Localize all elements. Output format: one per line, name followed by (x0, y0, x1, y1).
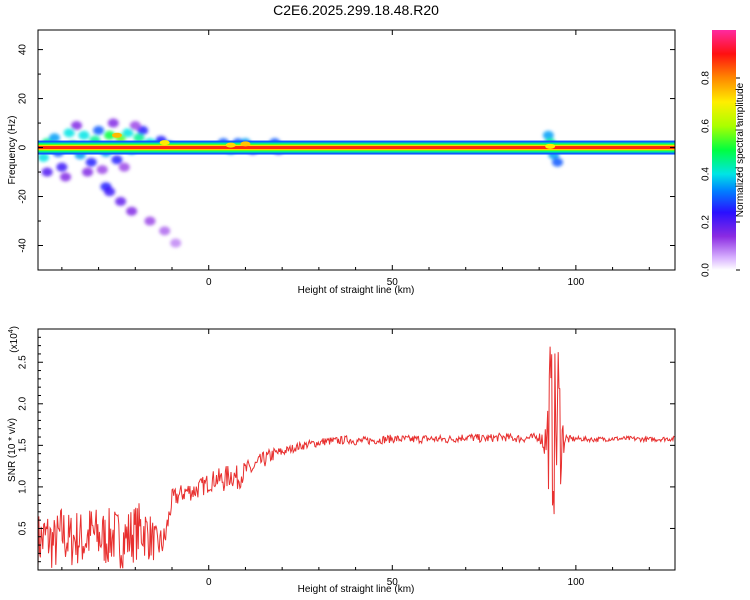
snr-x-tick-label: 0 (206, 577, 212, 588)
snr-y-tick-label: 1.0 (18, 480, 29, 494)
snr-y-tick-label: 2.0 (18, 396, 29, 410)
snr-y-axis-label: SNR (10 * v/v) (7, 418, 18, 482)
spectrogram-blob (49, 133, 61, 143)
snr-y-tick-label: 1.5 (18, 438, 29, 452)
snr-frame (37, 328, 676, 571)
snr-y-tick-label: 0.5 (18, 521, 29, 535)
spectrogram-axes: 0 50 100 40 20 0 -20 -40 (18, 30, 675, 288)
spectrogram-blob (63, 128, 75, 138)
snr-y-multiplier-label: (x104) (8, 326, 20, 353)
spectrogram-y-tick-label: -40 (18, 238, 29, 253)
spectrogram-blob (82, 167, 94, 177)
figure-title: C2E6.2025.299.18.48.R20 (273, 2, 439, 18)
spectrogram-blob (41, 167, 53, 177)
spectrogram-blob (122, 128, 134, 138)
spectrogram-blob (111, 155, 123, 165)
spectrogram-frame (37, 29, 676, 271)
colorbar-tick-label: 0.8 (701, 71, 712, 85)
spectrogram-hotspot (225, 142, 236, 148)
spectrogram-blob (85, 157, 97, 167)
colorbar: 0.0 0.2 0.4 0.6 0.8 Normalized spectral ampl… (701, 30, 746, 277)
spectrogram-blob (71, 121, 83, 131)
spectrogram-blob (552, 157, 564, 167)
spectrogram-blob (96, 165, 108, 175)
spectrogram-blob (137, 125, 149, 135)
snr-axes: 0 50 100 0.5 1.0 1.5 2.0 2.5 (18, 329, 675, 588)
spectrogram-marks (38, 118, 675, 248)
colorbar-tick-label: 0.2 (701, 215, 712, 229)
spectrogram-blob (129, 121, 141, 131)
spectrogram-y-tick-label: 40 (18, 44, 29, 56)
spectrogram-blob (118, 162, 130, 172)
snr-x-axis-label: Height of straight line (km) (298, 584, 415, 595)
spectrogram-y-axis-label: Frequency (Hz) (7, 116, 18, 185)
spectrogram-hotspot (159, 140, 170, 146)
spectrogram-blob (126, 206, 138, 216)
spectrogram-blob (144, 216, 156, 226)
spectrogram-blob (104, 130, 116, 140)
spectrogram-blob (159, 226, 171, 236)
spectrogram-blob (78, 130, 90, 140)
colorbar-tick-label: 0.4 (701, 167, 712, 181)
spectrogram-blob (38, 152, 50, 162)
snr-x-tick-label: 50 (387, 577, 399, 588)
colorbar-gradient (712, 30, 736, 270)
spectrogram-x-axis-label: Height of straight line (km) (298, 285, 415, 296)
spectrogram-blob (115, 196, 127, 206)
spectrogram-x-tick-label: 0 (206, 277, 212, 288)
spectrogram-blob (104, 187, 116, 197)
spectrogram-x-tick-label: 50 (387, 277, 399, 288)
spectrogram-hotspot (545, 143, 556, 149)
spectrogram-blob (133, 133, 145, 143)
spectrogram-panel: 0 50 100 40 20 0 -20 -40 Height of straight lin… (7, 29, 676, 296)
spectrogram-y-tick-label: -20 (18, 189, 29, 204)
spectrogram-hotspot (240, 141, 251, 147)
spectrogram-y-tick-label: 0 (18, 144, 29, 150)
spectrogram-blob (107, 118, 119, 128)
colorbar-axis: 0.0 0.2 0.4 0.6 0.8 (701, 71, 740, 277)
spectrogram-main-band (38, 146, 675, 150)
spectrogram-y-tick-label: 20 (18, 93, 29, 105)
spectrogram-blob (56, 162, 68, 172)
spectrogram-blob (542, 130, 554, 140)
snr-x-tick-label: 100 (568, 577, 585, 588)
colorbar-tick-label: 0.6 (701, 119, 712, 133)
spectrogram-x-tick-label: 100 (568, 277, 585, 288)
spectrogram-blob (60, 172, 72, 182)
spectrogram-hotspot (111, 132, 122, 138)
snr-series-line (38, 346, 675, 569)
colorbar-label: Normalized spectral amplitude (735, 82, 746, 217)
snr-panel: 0 50 100 0.5 1.0 1.5 2.0 2.5 Height of straight… (7, 326, 676, 595)
spectrogram-blob (93, 125, 105, 135)
spectrogram-blob (170, 238, 182, 248)
colorbar-tick-label: 0.0 (701, 263, 712, 277)
snr-y-tick-label: 2.5 (18, 355, 29, 369)
